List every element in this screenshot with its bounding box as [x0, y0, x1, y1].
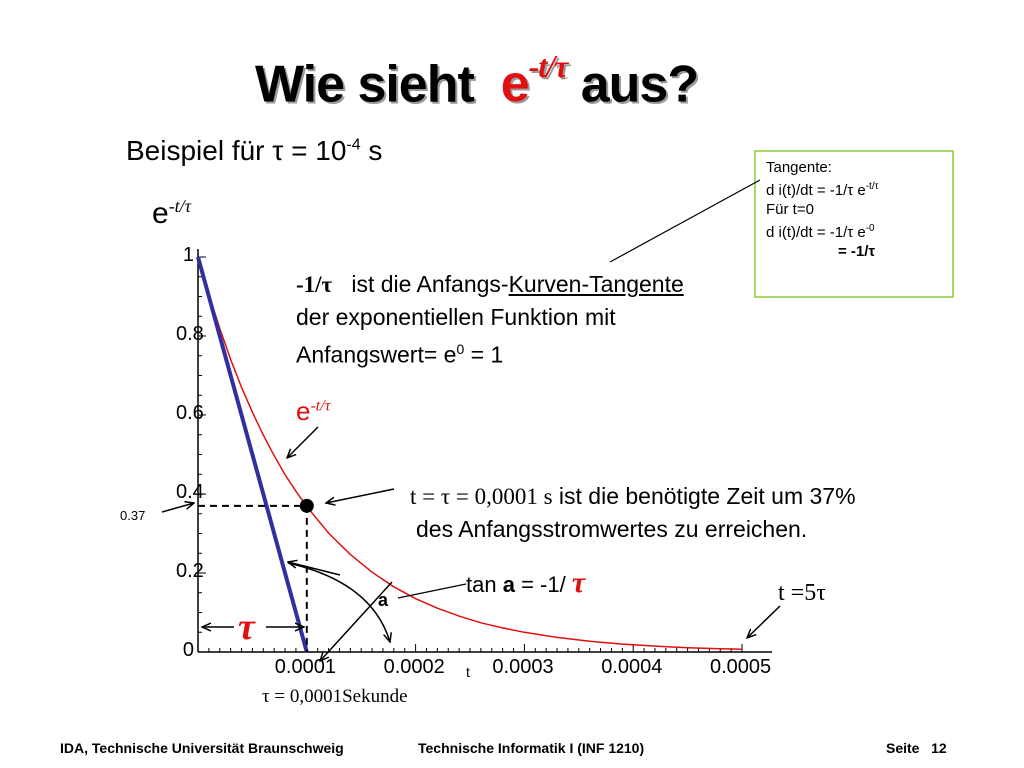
tangent-note-line-3: Anfangswert= e0 = 1 [296, 341, 504, 368]
tangent-box-line-4: d i(t)/dt = -1/τ e-0 [766, 223, 875, 241]
tan-label-connector [397, 583, 467, 599]
y-tick-label: 1 [182, 244, 194, 266]
tau-value-label: τ = 0,0001Sekunde [262, 686, 408, 707]
tau-point-note: t = τ = 0,0001 s ist die benötigte Zeit … [410, 480, 856, 545]
x-tick-label: 0.0002 [383, 656, 445, 678]
x-tick-label: 0.0003 [492, 656, 554, 678]
angle-arc [287, 562, 390, 642]
y-tick-label: 0.2 [176, 560, 204, 582]
tangent-box-line-1: Tangente: [766, 159, 832, 176]
tau-point-line-1: t = τ = 0,0001 s ist die benötigte Zeit … [410, 483, 856, 509]
tangent-box-line-5: = -1/τ [838, 243, 876, 260]
decorations [161, 179, 781, 661]
curves [196, 256, 743, 653]
x-tick-label: 0.0004 [601, 656, 663, 678]
tangent-note-line-2: der exponentiellen Funktion mit [296, 304, 616, 330]
x-tick-label: 0.0005 [710, 656, 772, 678]
angle-arc-start-arrow [288, 562, 341, 576]
subtitle: Beispiel für τ = 10-4 s [126, 135, 383, 166]
footer-center: Technische Informatik I (INF 1210) [418, 740, 645, 756]
tau-note-arrow [326, 488, 395, 503]
y-tick-label: 0.4 [176, 481, 204, 503]
tan-label: tan a = -1/ τ [466, 566, 586, 599]
y-037-label: 0.37 [120, 508, 146, 523]
y-tick-label: 0.6 [176, 402, 204, 424]
x-tick-label: 0.0001 [274, 656, 336, 678]
page-title: Wie sieht e-t/τ aus? [255, 42, 699, 114]
angle-label: a [378, 590, 389, 610]
tangent-info-box: Tangente: d i(t)/dt = -1/τ e-t/τ Für t=0… [754, 150, 954, 298]
y-tick-label: 0 [182, 639, 194, 661]
y-axis-label: e-t/τ [152, 196, 192, 230]
five-tau-arrow [747, 605, 781, 638]
tau-marker-point [299, 498, 314, 513]
exponential-series-line [197, 256, 743, 650]
tau-value-arrow [320, 581, 393, 661]
tangent-box-line-3: Für t=0 [766, 201, 814, 218]
tangent-box-connector [609, 179, 761, 263]
footer-page: Seite 12 [886, 740, 947, 756]
tangent-note-line-1: -1/τ ist die Anfangs-Kurven-Tangente [296, 271, 684, 297]
five-tau-label: t =5τ [778, 580, 826, 606]
curve-label-arrow [287, 426, 319, 458]
title-expression: e-t/τ [500, 48, 569, 114]
y-037-arrow [161, 503, 194, 513]
y-tick-label: 0.8 [176, 323, 204, 345]
tangent-note: -1/τ ist die Anfangs-Kurven-Tangente der… [296, 268, 684, 371]
tangent-series-line [196, 256, 309, 653]
curve-label: e-t/τ [296, 396, 331, 426]
tau-point-line-2: des Anfangsstromwertes zu erreichen. [416, 516, 808, 542]
x-axis-label: t [466, 664, 470, 680]
tau-big-label: τ [238, 606, 255, 648]
title-suffix: aus? [580, 55, 699, 114]
axes [197, 249, 772, 653]
footer-left: IDA, Technische Universität Braunschweig [60, 740, 344, 756]
title-prefix: Wie sieht [255, 55, 475, 114]
tangent-box-line-2: d i(t)/dt = -1/τ e-t/τ [766, 181, 879, 199]
